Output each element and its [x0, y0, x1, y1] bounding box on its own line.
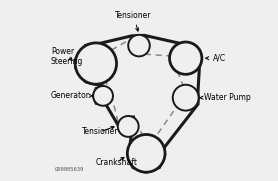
Circle shape	[127, 134, 165, 172]
Circle shape	[170, 42, 202, 74]
Circle shape	[93, 86, 113, 106]
Circle shape	[173, 85, 198, 111]
Text: Generator: Generator	[51, 91, 93, 100]
Circle shape	[118, 116, 139, 137]
Text: G00005639: G00005639	[54, 167, 84, 172]
Text: Power
Steering: Power Steering	[51, 47, 83, 66]
Text: Tensioner: Tensioner	[115, 10, 152, 31]
Circle shape	[128, 35, 150, 56]
Text: Tensioner: Tensioner	[81, 126, 118, 136]
Text: A/C: A/C	[206, 54, 226, 63]
Text: Crankshaft: Crankshaft	[96, 157, 138, 167]
Text: Water Pump: Water Pump	[200, 93, 250, 102]
Circle shape	[75, 43, 116, 84]
